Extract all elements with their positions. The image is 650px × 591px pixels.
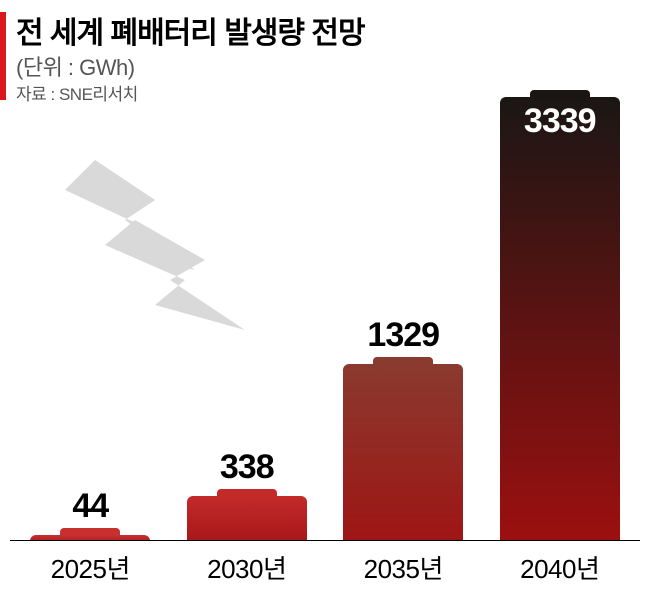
x-axis-label: 2035년 — [333, 541, 473, 591]
chart-area: 44 338 1329 3339 2025년 2030년 2035년 2040년 — [0, 51, 650, 591]
bar-value: 338 — [220, 448, 274, 487]
x-axis-label: 2030년 — [177, 541, 317, 591]
x-axis-label: 2025년 — [20, 541, 160, 591]
bar-slot: 338 — [177, 448, 317, 541]
bar-value: 44 — [72, 487, 108, 526]
bar-slot: 44 — [20, 487, 160, 541]
bar-slot: 3339 — [490, 90, 630, 541]
x-axis-label: 2040년 — [490, 541, 630, 591]
labels-row: 2025년 2030년 2035년 2040년 — [0, 541, 650, 591]
bar-value: 1329 — [367, 316, 439, 355]
bar — [343, 364, 463, 541]
bar-value: 3339 — [524, 102, 596, 141]
chart-container: 전 세계 폐배터리 발생량 전망 (단위 : GWh) 자료 : SNE리서치 … — [0, 0, 650, 591]
bar — [500, 97, 620, 541]
bars-row: 44 338 1329 3339 — [0, 51, 650, 541]
bar-slot: 1329 — [333, 316, 473, 541]
bar — [187, 496, 307, 541]
chart-title: 전 세계 폐배터리 발생량 전망 — [16, 8, 365, 52]
